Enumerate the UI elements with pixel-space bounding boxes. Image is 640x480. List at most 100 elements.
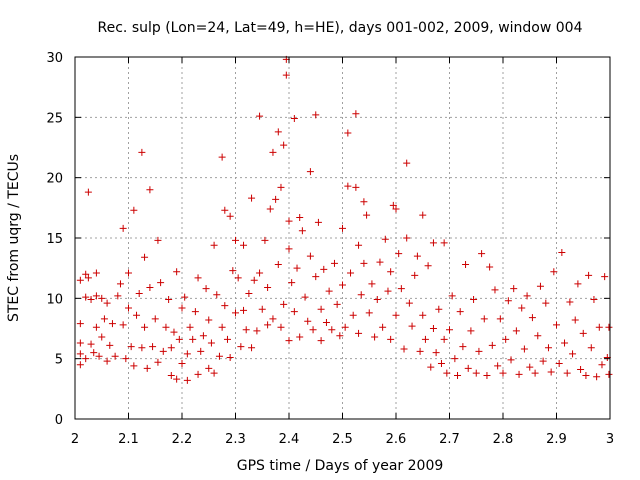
data-point <box>352 183 360 191</box>
data-point <box>312 273 320 281</box>
x-tick-label: 2.9 <box>546 432 567 447</box>
x-tick-label: 2 <box>71 432 79 447</box>
data-point <box>392 311 400 319</box>
data-point <box>550 268 558 276</box>
data-point <box>355 329 363 337</box>
data-point <box>280 141 288 149</box>
data-point <box>189 335 197 343</box>
data-point <box>285 245 293 253</box>
data-point <box>360 198 368 206</box>
data-point <box>183 350 191 358</box>
data-point <box>173 268 181 276</box>
data-point <box>440 335 448 343</box>
data-point <box>232 309 239 317</box>
data-point <box>277 323 285 331</box>
data-point <box>443 369 451 377</box>
data-point <box>336 332 344 340</box>
data-point <box>82 355 90 363</box>
data-point <box>574 280 582 288</box>
axis-ticks <box>74 56 611 420</box>
data-point <box>119 321 127 329</box>
data-point <box>199 332 207 340</box>
data-point <box>355 241 363 249</box>
data-point <box>387 268 395 276</box>
data-point <box>397 285 405 293</box>
data-point <box>167 372 175 380</box>
y-tick-label: 25 <box>46 111 63 126</box>
data-point <box>146 283 154 291</box>
y-tick-label: 5 <box>55 353 63 368</box>
data-point <box>571 316 579 324</box>
data-point <box>207 339 215 347</box>
data-point <box>456 308 464 316</box>
data-point <box>141 323 149 331</box>
data-point <box>585 271 593 279</box>
y-tick-label: 0 <box>55 413 63 428</box>
data-point <box>210 241 218 249</box>
data-point <box>387 335 395 343</box>
data-point <box>98 333 106 341</box>
data-point <box>510 285 518 293</box>
data-point <box>221 206 229 214</box>
data-point <box>373 296 381 304</box>
data-point <box>98 294 106 302</box>
x-tick-label: 2.7 <box>439 432 460 447</box>
data-point <box>269 315 277 323</box>
data-point <box>601 273 609 281</box>
data-point <box>285 217 293 225</box>
data-point <box>475 347 483 355</box>
data-point <box>237 343 245 351</box>
data-point <box>486 263 494 271</box>
data-point <box>178 304 186 312</box>
data-point <box>502 335 510 343</box>
data-point <box>462 261 470 269</box>
data-point <box>301 293 309 301</box>
data-point <box>218 153 226 161</box>
data-point <box>464 364 472 372</box>
data-point <box>504 297 512 305</box>
data-point <box>240 241 248 249</box>
data-point <box>595 323 603 331</box>
data-point <box>339 224 346 232</box>
data-point <box>218 323 226 331</box>
data-point <box>253 327 261 335</box>
data-point <box>103 357 111 365</box>
data-point <box>416 347 424 355</box>
data-point <box>448 292 456 300</box>
data-point <box>306 252 314 260</box>
data-point <box>320 265 328 273</box>
data-point <box>280 300 288 308</box>
data-point <box>304 317 312 325</box>
y-axis-label: STEC from uqrg / TECUs <box>6 154 22 322</box>
data-point <box>232 236 239 244</box>
x-tick-label: 3 <box>606 432 614 447</box>
data-point <box>100 315 108 323</box>
data-point <box>149 343 157 351</box>
data-point <box>411 271 419 279</box>
data-point <box>357 291 365 299</box>
data-point <box>371 333 379 341</box>
data-point <box>507 356 515 364</box>
data-point <box>213 291 221 299</box>
data-point <box>379 323 387 331</box>
data-point <box>325 287 333 295</box>
data-point <box>392 205 400 213</box>
data-point <box>569 350 577 358</box>
data-point <box>154 358 162 366</box>
data-point <box>146 186 154 194</box>
data-point <box>317 337 325 345</box>
data-point <box>467 327 475 335</box>
grid-lines <box>75 57 610 419</box>
data-point <box>312 111 320 119</box>
data-point <box>491 286 499 294</box>
data-point <box>341 323 349 331</box>
data-point <box>523 292 531 300</box>
data-point <box>266 205 274 213</box>
data-point <box>114 292 122 300</box>
data-point <box>167 344 175 352</box>
data-point <box>333 300 341 308</box>
data-point <box>293 264 301 272</box>
data-point <box>561 339 569 347</box>
data-point <box>111 352 119 360</box>
data-point <box>90 349 98 357</box>
